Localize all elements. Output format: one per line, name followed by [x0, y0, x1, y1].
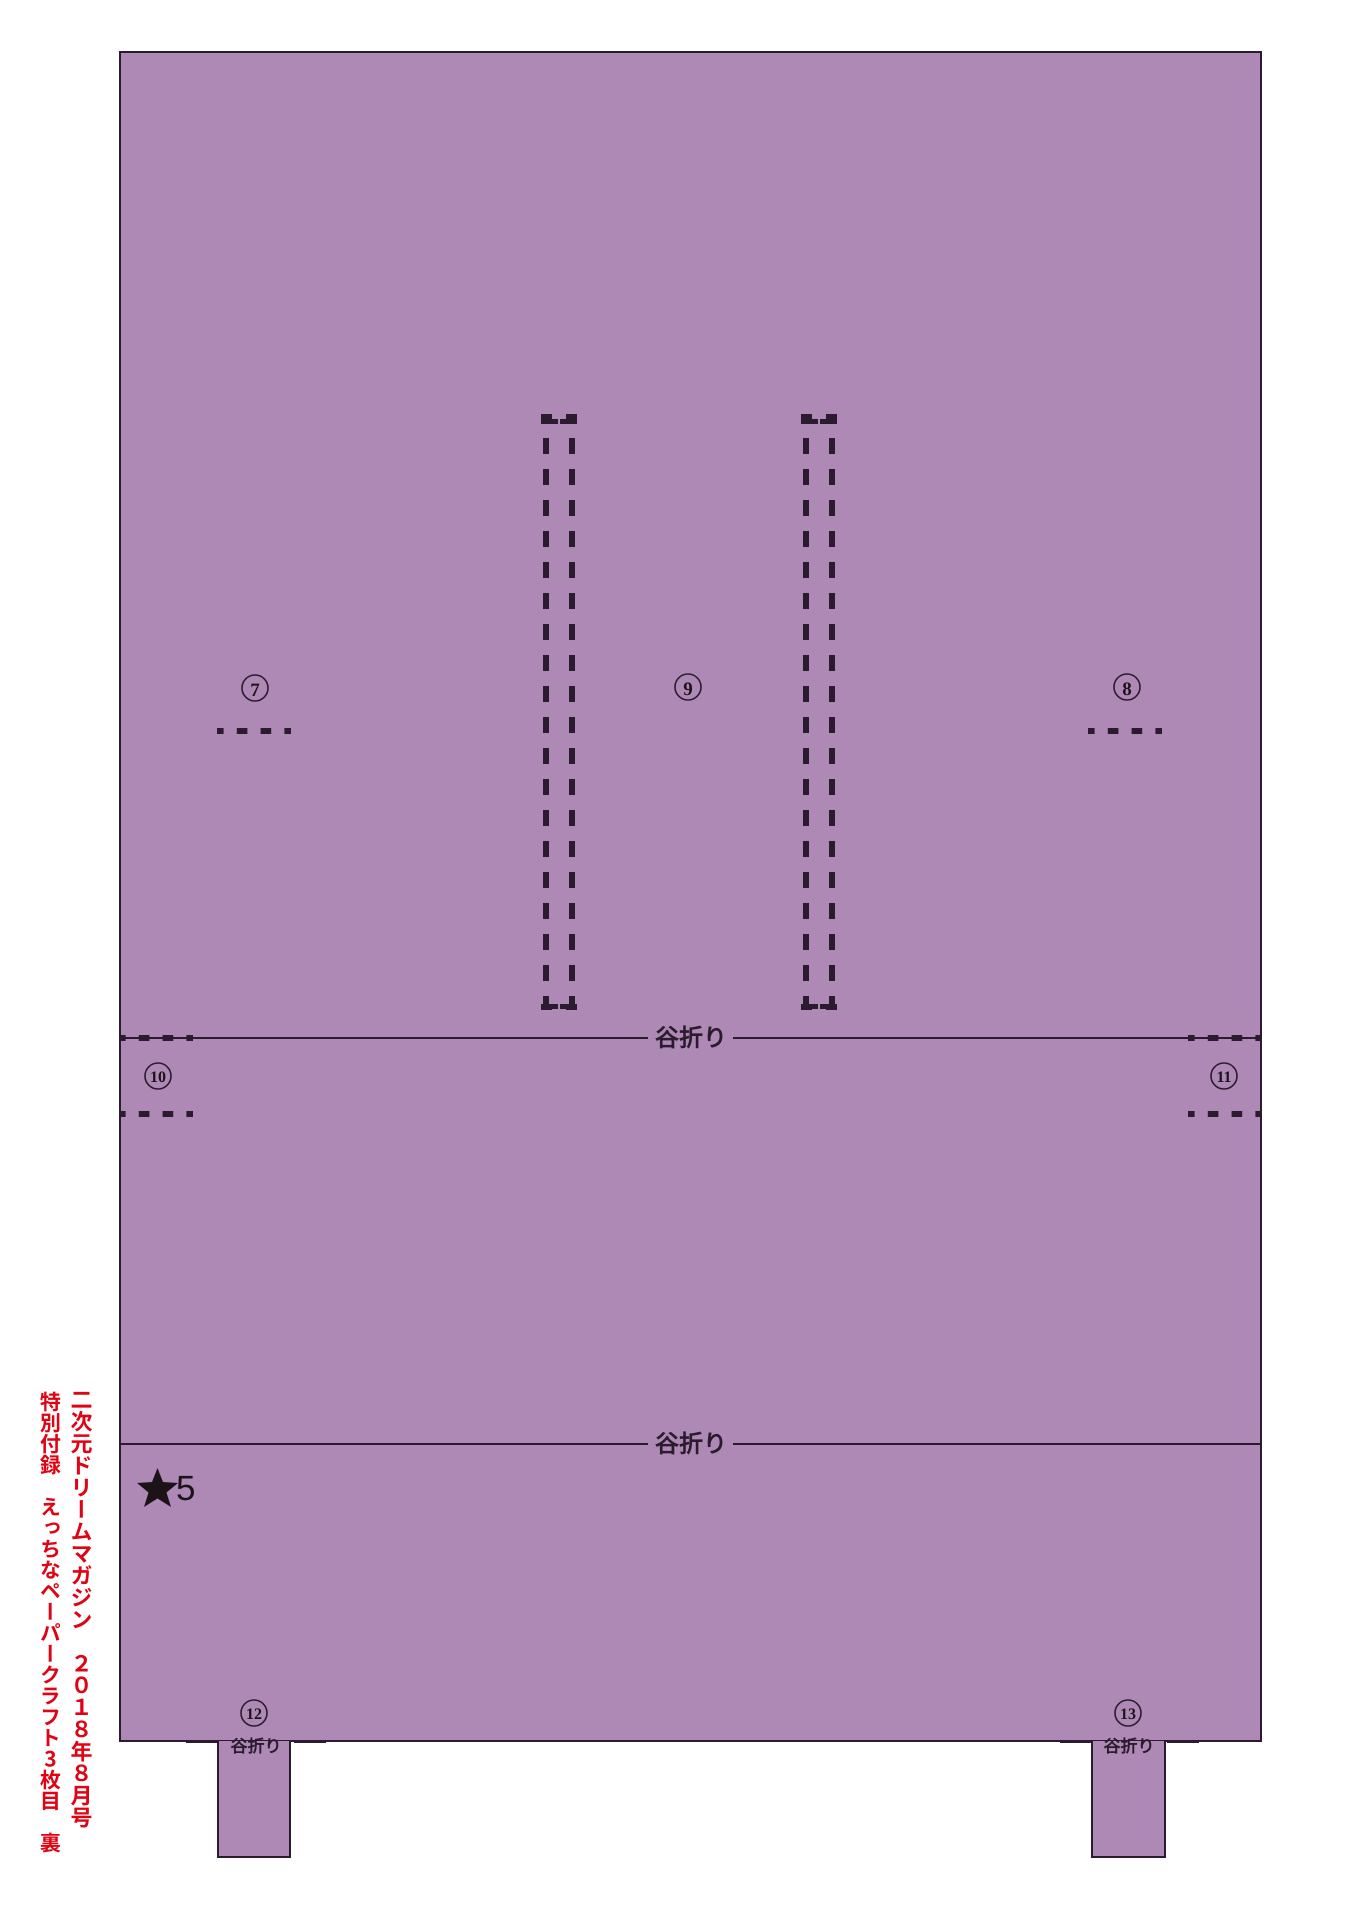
svg-text:7: 7 [250, 680, 260, 701]
svg-text:11: 11 [1216, 1069, 1231, 1086]
svg-text:12: 12 [246, 1706, 262, 1723]
svg-text:谷折り: 谷折り [231, 1737, 282, 1756]
svg-text:8: 8 [1122, 679, 1132, 700]
svg-text:谷折り: 谷折り [655, 1025, 727, 1052]
svg-text:谷折り: 谷折り [1104, 1737, 1155, 1756]
svg-text:5: 5 [176, 1469, 195, 1508]
svg-text:9: 9 [683, 679, 693, 700]
svg-text:10: 10 [150, 1069, 166, 1086]
svg-text:谷折り: 谷折り [655, 1431, 727, 1458]
svg-text:13: 13 [1120, 1706, 1136, 1723]
